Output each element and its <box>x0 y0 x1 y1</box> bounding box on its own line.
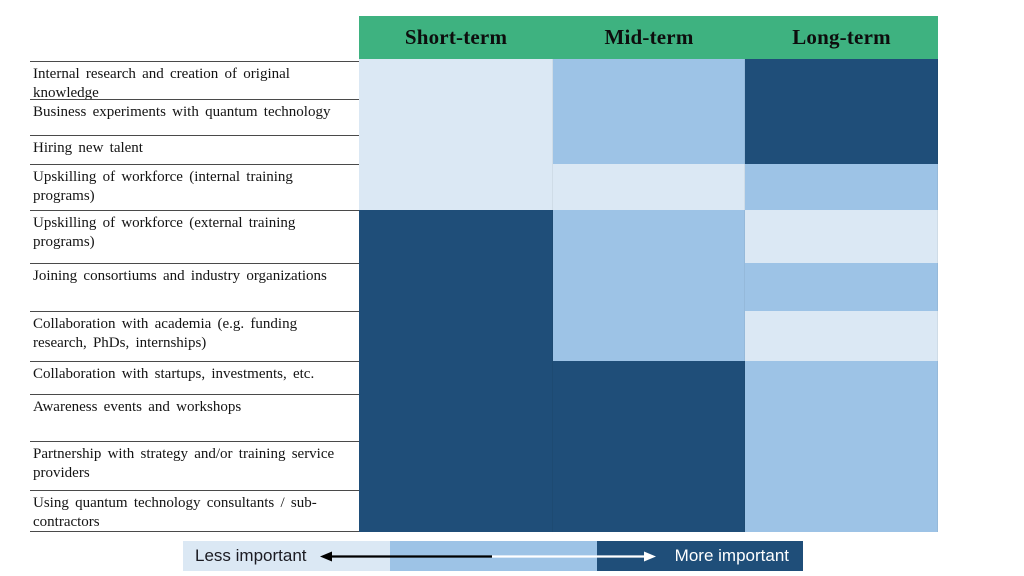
row-label: Awareness events and workshops <box>30 394 359 441</box>
heatmap-cell <box>745 263 938 311</box>
row-label-text: Upskilling of workforce (internal traini… <box>33 169 293 204</box>
heatmap-cell <box>745 311 938 361</box>
heatmap-cell <box>359 210 553 263</box>
row-label: Using quantum technology consultants / s… <box>30 490 359 532</box>
row-label: Hiring new talent <box>30 135 359 164</box>
heatmap-cell <box>745 361 938 394</box>
heatmap-cell <box>553 135 745 164</box>
heatmap-cell <box>359 311 553 361</box>
importance-legend: Less important More important <box>183 541 803 571</box>
heatmap-cell <box>553 210 745 263</box>
heatmap-cell <box>745 490 938 532</box>
row-label-text: Joining consortiums and industry organiz… <box>33 268 327 284</box>
heatmap-cell <box>553 164 745 210</box>
heatmap-cell <box>745 59 938 99</box>
heatmap-cell <box>745 99 938 135</box>
column-header-long-term: Long-term <box>745 16 938 59</box>
row-label: Upskilling of workforce (external traini… <box>30 210 359 263</box>
row-label-text: Using quantum technology consultants / s… <box>33 495 317 530</box>
column-header-mid-term: Mid-term <box>553 16 745 59</box>
heatmap-cell <box>359 441 553 490</box>
heatmap-cell <box>553 311 745 361</box>
row-label-text: Partnership with strategy and/or trainin… <box>33 446 335 481</box>
heatmap-cell <box>359 135 553 164</box>
legend-label-more-important: More important <box>674 546 789 565</box>
heatmap-cell <box>359 361 553 394</box>
heatmap-cell <box>553 490 745 532</box>
heatmap-cell <box>745 394 938 441</box>
row-label-text: Collaboration with startups, investments… <box>33 366 315 382</box>
heatmap-cell <box>745 135 938 164</box>
heatmap-cell <box>359 164 553 210</box>
row-label-text: Business experiments with quantum techno… <box>33 104 331 120</box>
heatmap-cell <box>359 263 553 311</box>
heatmap-cell <box>553 361 745 394</box>
heatmap-cell <box>359 59 553 99</box>
row-label-text: Awareness events and workshops <box>33 399 242 415</box>
row-label: Internal research and creation of origin… <box>30 61 359 101</box>
row-label: Collaboration with academia (e.g. fundin… <box>30 311 359 361</box>
row-label: Upskilling of workforce (internal traini… <box>30 164 359 210</box>
heatmap-cell <box>553 263 745 311</box>
row-label: Business experiments with quantum techno… <box>30 99 359 135</box>
heatmap-cell <box>553 441 745 490</box>
legend-label-less-important: Less important <box>195 546 307 565</box>
row-label-text: Collaboration with academia (e.g. fundin… <box>33 316 298 351</box>
heatmap-cell <box>359 394 553 441</box>
heatmap-cell <box>745 210 938 263</box>
row-label-text: Upskilling of workforce (external traini… <box>33 215 296 250</box>
row-label: Collaboration with startups, investments… <box>30 361 359 394</box>
legend-segment-medium-importance <box>390 541 597 571</box>
heatmap-cell <box>553 99 745 135</box>
heatmap-cell <box>553 394 745 441</box>
heatmap-cell <box>359 99 553 135</box>
heatmap-cell <box>359 490 553 532</box>
column-header-short-term: Short-term <box>359 16 553 59</box>
row-label-text: Hiring new talent <box>33 140 143 156</box>
heatmap-cell <box>553 59 745 99</box>
heatmap-cell <box>745 164 938 210</box>
row-label: Partnership with strategy and/or trainin… <box>30 441 359 490</box>
heatmap-cell <box>745 441 938 490</box>
row-label-text: Internal research and creation of origin… <box>33 66 290 101</box>
row-label: Joining consortiums and industry organiz… <box>30 263 359 311</box>
